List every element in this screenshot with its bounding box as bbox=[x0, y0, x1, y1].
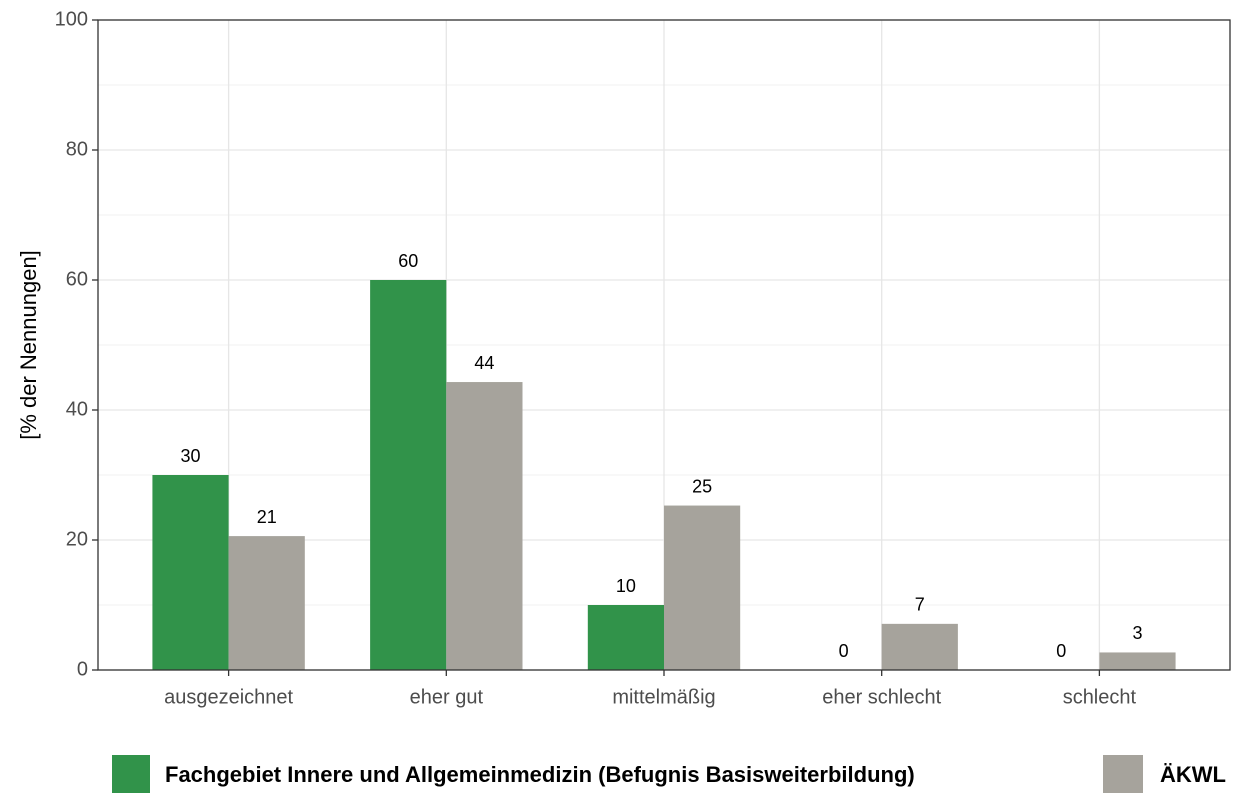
legend-swatch bbox=[112, 755, 150, 793]
legend-label: ÄKWL bbox=[1160, 762, 1226, 787]
y-tick-label: 20 bbox=[66, 528, 88, 550]
bar bbox=[664, 505, 741, 670]
legend-label: Fachgebiet Innere und Allgemeinmedizin (… bbox=[165, 762, 915, 787]
x-tick-label: eher gut bbox=[410, 686, 484, 708]
data-label: 25 bbox=[692, 476, 712, 496]
data-label: 0 bbox=[839, 641, 849, 661]
data-label: 3 bbox=[1132, 623, 1142, 643]
bar bbox=[881, 623, 958, 670]
bar bbox=[587, 605, 664, 670]
y-tick-label: 100 bbox=[55, 8, 88, 30]
data-label: 7 bbox=[915, 595, 925, 615]
y-tick-label: 40 bbox=[66, 398, 88, 420]
plot-border bbox=[97, 19, 1231, 671]
bar bbox=[446, 382, 523, 670]
x-tick-label: eher schlecht bbox=[822, 686, 941, 708]
data-label: 44 bbox=[474, 353, 494, 373]
x-tick-label: ausgezeichnet bbox=[164, 686, 293, 708]
y-tick-label: 80 bbox=[66, 138, 88, 160]
y-tick-label: 0 bbox=[77, 658, 88, 680]
bar bbox=[370, 280, 447, 670]
bar bbox=[1099, 652, 1176, 670]
x-tick-label: mittelmäßig bbox=[612, 686, 715, 708]
legend-swatch bbox=[1103, 755, 1143, 793]
bar bbox=[152, 475, 229, 670]
x-tick-label: schlecht bbox=[1063, 686, 1137, 708]
data-label: 60 bbox=[398, 251, 418, 271]
y-axis-label: [% der Nennungen] bbox=[16, 250, 41, 440]
data-label: 0 bbox=[1056, 641, 1066, 661]
data-label: 30 bbox=[181, 446, 201, 466]
y-tick-label: 60 bbox=[66, 268, 88, 290]
data-label: 10 bbox=[616, 576, 636, 596]
data-label: 21 bbox=[257, 507, 277, 527]
bar bbox=[228, 536, 305, 670]
